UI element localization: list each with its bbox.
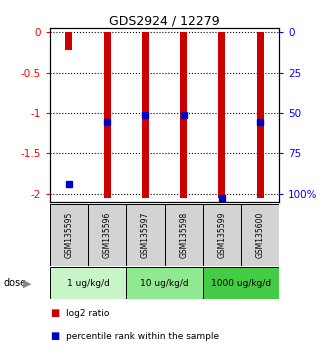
Text: ■: ■	[50, 308, 59, 318]
Text: GSM135599: GSM135599	[217, 211, 226, 258]
Bar	[50, 204, 88, 266]
Text: ■: ■	[50, 331, 59, 341]
Bar	[203, 267, 279, 299]
Text: GSM135598: GSM135598	[179, 211, 188, 258]
Bar	[126, 204, 164, 266]
Text: dose: dose	[3, 278, 26, 288]
Text: GSM135600: GSM135600	[256, 211, 265, 258]
Bar	[219, 32, 225, 198]
Bar	[50, 267, 126, 299]
Text: log2 ratio: log2 ratio	[66, 309, 109, 318]
Text: ▶: ▶	[23, 278, 31, 288]
Bar	[126, 267, 203, 299]
Text: 1 ug/kg/d: 1 ug/kg/d	[66, 279, 109, 288]
Text: GSM135597: GSM135597	[141, 211, 150, 258]
Bar	[88, 204, 126, 266]
Bar	[142, 32, 149, 198]
Bar	[104, 32, 110, 198]
Text: GSM135595: GSM135595	[65, 211, 74, 258]
Bar	[203, 204, 241, 266]
Text: 1000 ug/kg/d: 1000 ug/kg/d	[211, 279, 271, 288]
Bar	[257, 32, 264, 198]
Text: percentile rank within the sample: percentile rank within the sample	[66, 332, 219, 341]
Bar	[65, 32, 72, 50]
Bar	[164, 204, 203, 266]
Bar	[241, 204, 279, 266]
Bar	[180, 32, 187, 198]
Text: GSM135596: GSM135596	[103, 211, 112, 258]
Text: 10 ug/kg/d: 10 ug/kg/d	[140, 279, 189, 288]
Title: GDS2924 / 12279: GDS2924 / 12279	[109, 14, 220, 27]
